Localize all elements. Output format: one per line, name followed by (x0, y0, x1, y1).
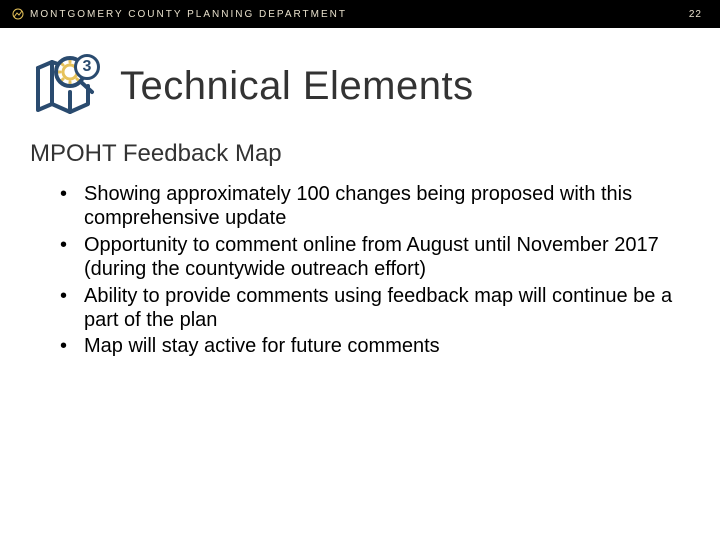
bullet-list: Showing approximately 100 changes being … (0, 182, 720, 359)
topbar-title: MONTGOMERY COUNTY PLANNING DEPARTMENT (30, 9, 347, 20)
section-number: 3 (83, 58, 92, 76)
page-title: Technical Elements (120, 64, 474, 109)
slide-number: 22 (689, 9, 702, 20)
section-number-badge: 3 (74, 54, 100, 80)
topbar: MONTGOMERY COUNTY PLANNING DEPARTMENT 22 (0, 0, 720, 28)
section-icon: 3 (30, 50, 102, 122)
list-item: Opportunity to comment online from Augus… (60, 233, 680, 282)
logo-icon (12, 8, 24, 20)
subtitle: MPOHT Feedback Map (0, 140, 720, 182)
list-item: Ability to provide comments using feedba… (60, 284, 680, 333)
title-row: 3 Technical Elements (0, 28, 720, 140)
list-item: Map will stay active for future comments (60, 334, 680, 358)
slide: MONTGOMERY COUNTY PLANNING DEPARTMENT 22 (0, 0, 720, 540)
topbar-left: MONTGOMERY COUNTY PLANNING DEPARTMENT (12, 8, 347, 20)
list-item: Showing approximately 100 changes being … (60, 182, 680, 231)
